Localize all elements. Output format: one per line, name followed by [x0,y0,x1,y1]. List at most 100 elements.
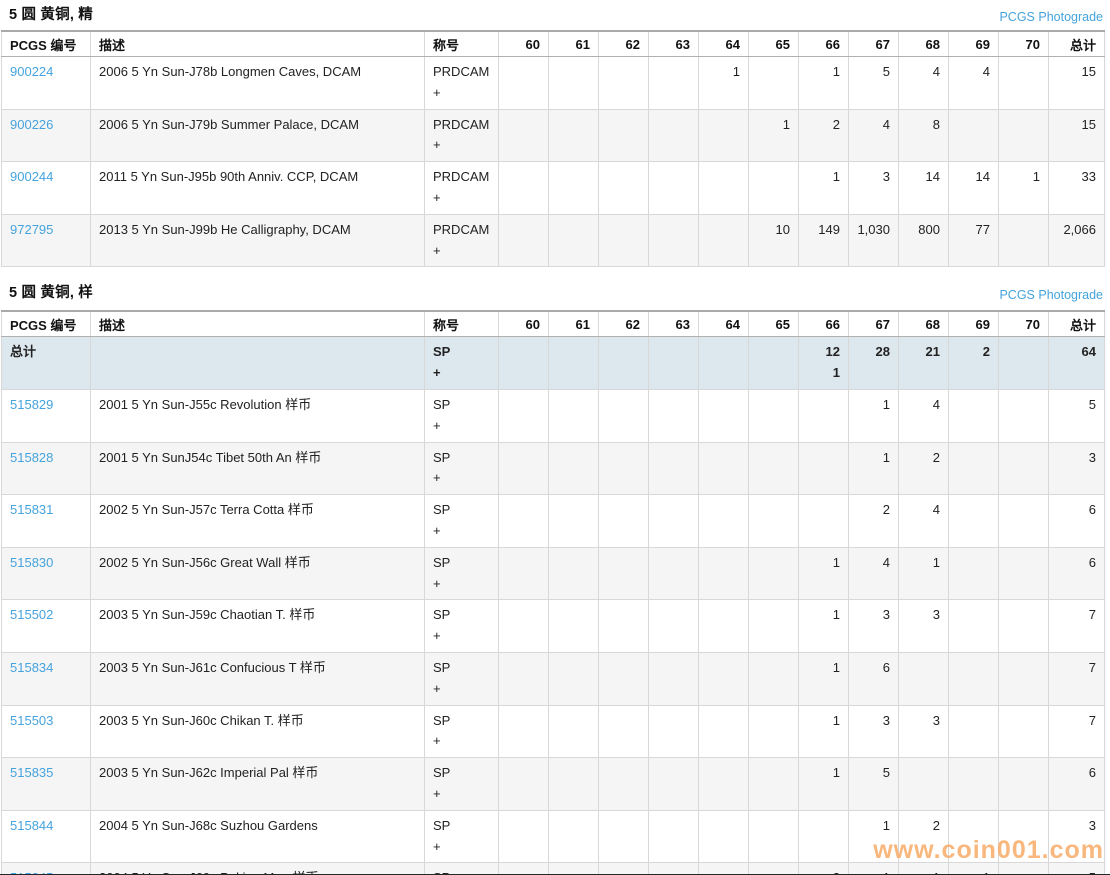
count-line: 4 [932,396,940,412]
pcgs-number-link[interactable]: 515828 [10,449,54,465]
count-line: 6 [882,659,890,675]
designation-line: SP [433,449,451,465]
count-line: 1 [882,449,890,465]
count-line: 8 [932,116,940,132]
row-total: 7 [1048,704,1105,759]
grade-65-count-cell [748,388,799,443]
count-line: 2 [832,116,840,132]
grade-65-count-cell [748,809,799,864]
col-header-grade-67: 67 [848,30,899,57]
row-total: 64 [1048,336,1105,390]
pcgs-number-link[interactable]: 515835 [10,765,54,781]
col-header-grade-68: 68 [898,310,949,338]
designation-cell: SP + [424,809,499,864]
grade-60-count-cell [498,336,549,390]
coin-description: 2003 5 Yn Sun-J61c Confucious T 样币 [90,651,425,706]
designation-cell: SP + [424,757,499,811]
pcgs-number-cell: 515830 [1,546,91,601]
population-table-specimen: PCGS 编号 描述 称号 60 61 62 63 64 65 66 67 68… [1,310,1105,875]
designation-cell: PRDCAM + [424,108,499,163]
pcgs-number-cell: 972795 [1,213,91,268]
grade-69-count-cell [948,704,999,759]
grade-60-count-cell [498,704,549,759]
grade-60-count-cell [498,757,549,811]
pcgs-number-link[interactable]: 515844 [10,817,54,833]
row-total: 15 [1048,108,1105,163]
count-line: 1 [832,554,840,570]
designation-line: + [433,365,441,381]
col-header-grade-66: 66 [798,30,849,57]
pcgs-number-link[interactable]: 515502 [10,607,54,623]
pcgs-number-link[interactable]: 900244 [10,169,54,185]
grade-64-count-cell [698,546,749,601]
designation-cell: PRDCAM + [424,161,499,215]
grade-62-count-cell [598,161,649,215]
pcgs-number-link[interactable]: 515831 [10,502,54,518]
grade-62-count-cell [598,441,649,496]
count-line: 1 [1032,169,1040,185]
col-header-grade-66: 66 [798,310,849,338]
count-line: 3 [932,607,940,623]
grade-67-count-cell: 3 [848,161,899,215]
grade-60-count-cell [498,56,549,110]
count-line: 1,030 [857,221,890,237]
grade-70-count-cell: 1 [998,161,1049,215]
count-line: 21 [925,344,940,360]
pcgs-number-link[interactable]: 972795 [10,221,54,237]
grade-63-count-cell [648,546,699,601]
col-header-designation: 称号 [424,30,499,57]
grade-67-count-cell: 1 [848,388,899,443]
pcgs-number-cell: 515831 [1,494,91,548]
count-line: 149 [818,221,840,237]
grade-70-count-cell [998,336,1049,390]
grade-60-count-cell [498,651,549,706]
population-table-body: 900224 2006 5 Yn Sun-J78b Longmen Caves, … [1,56,1105,268]
pcgs-number-cell: 515829 [1,388,91,443]
grade-62-count-cell [598,809,649,864]
grade-64-count-cell [698,161,749,215]
grade-66-count-cell: 1 [798,161,849,215]
count-line: 1 [957,868,990,875]
pcgs-number-link[interactable]: 900226 [10,116,54,132]
grade-63-count-cell [648,161,699,215]
designation-line: + [433,575,441,591]
coin-description: 2013 5 Yn Sun-J99b He Calligraphy, DCAM [90,213,425,268]
grade-70-count-cell [998,213,1049,268]
col-header-grade-63: 63 [648,310,699,338]
photograde-link[interactable]: PCGS Photograde [999,10,1103,24]
grade-69-count-cell [948,599,999,653]
pcgs-number-link[interactable]: 515845 [10,870,53,875]
col-header-grade-70: 70 [998,310,1049,338]
grade-61-count-cell [548,809,599,864]
grade-70-count-cell [998,599,1049,653]
photograde-link[interactable]: PCGS Photograde [999,288,1103,303]
grade-62-count-cell [598,213,649,268]
count-line: 77 [975,221,990,237]
grade-66-count-cell: 1 [798,651,849,706]
grade-66-count-cell [798,809,849,864]
grade-60-count-cell [498,388,549,443]
table-row: 900226 2006 5 Yn Sun-J79b Summer Palace, … [1,108,1105,163]
grade-68-count-cell: 4 [898,56,949,110]
grade-67-count-cell: 2 [848,494,899,548]
grade-60-count-cell [498,494,549,548]
pcgs-number-link[interactable]: 515503 [10,712,54,728]
col-header-designation: 称号 [424,310,499,338]
header-row: PCGS 编号 描述 称号 60 61 62 63 64 65 66 67 68… [1,30,1105,57]
count-line: 4 [882,554,890,570]
count-line: 1 [832,365,840,381]
col-header-grade-62: 62 [598,310,649,338]
grade-68-count-cell [898,757,949,811]
header-row: PCGS 编号 描述 称号 60 61 62 63 64 65 66 67 68… [1,310,1105,338]
pcgs-number-link[interactable]: 515829 [10,396,54,412]
pcgs-number-link[interactable]: 515834 [10,659,54,675]
table-row: 5158452004 5 Yn Sun-J69c Peking Man 样币SP… [1,862,1105,875]
grade-66-count-cell [798,388,849,443]
pcgs-number-link[interactable]: 900224 [10,64,54,79]
designation-line: SP [433,765,451,781]
grade-63-count-cell [648,336,699,390]
grade-67-count-cell: 3 [848,704,899,759]
grade-64-count-cell [698,388,749,443]
designation-line: SP [433,502,451,518]
pcgs-number-link[interactable]: 515830 [10,554,54,570]
